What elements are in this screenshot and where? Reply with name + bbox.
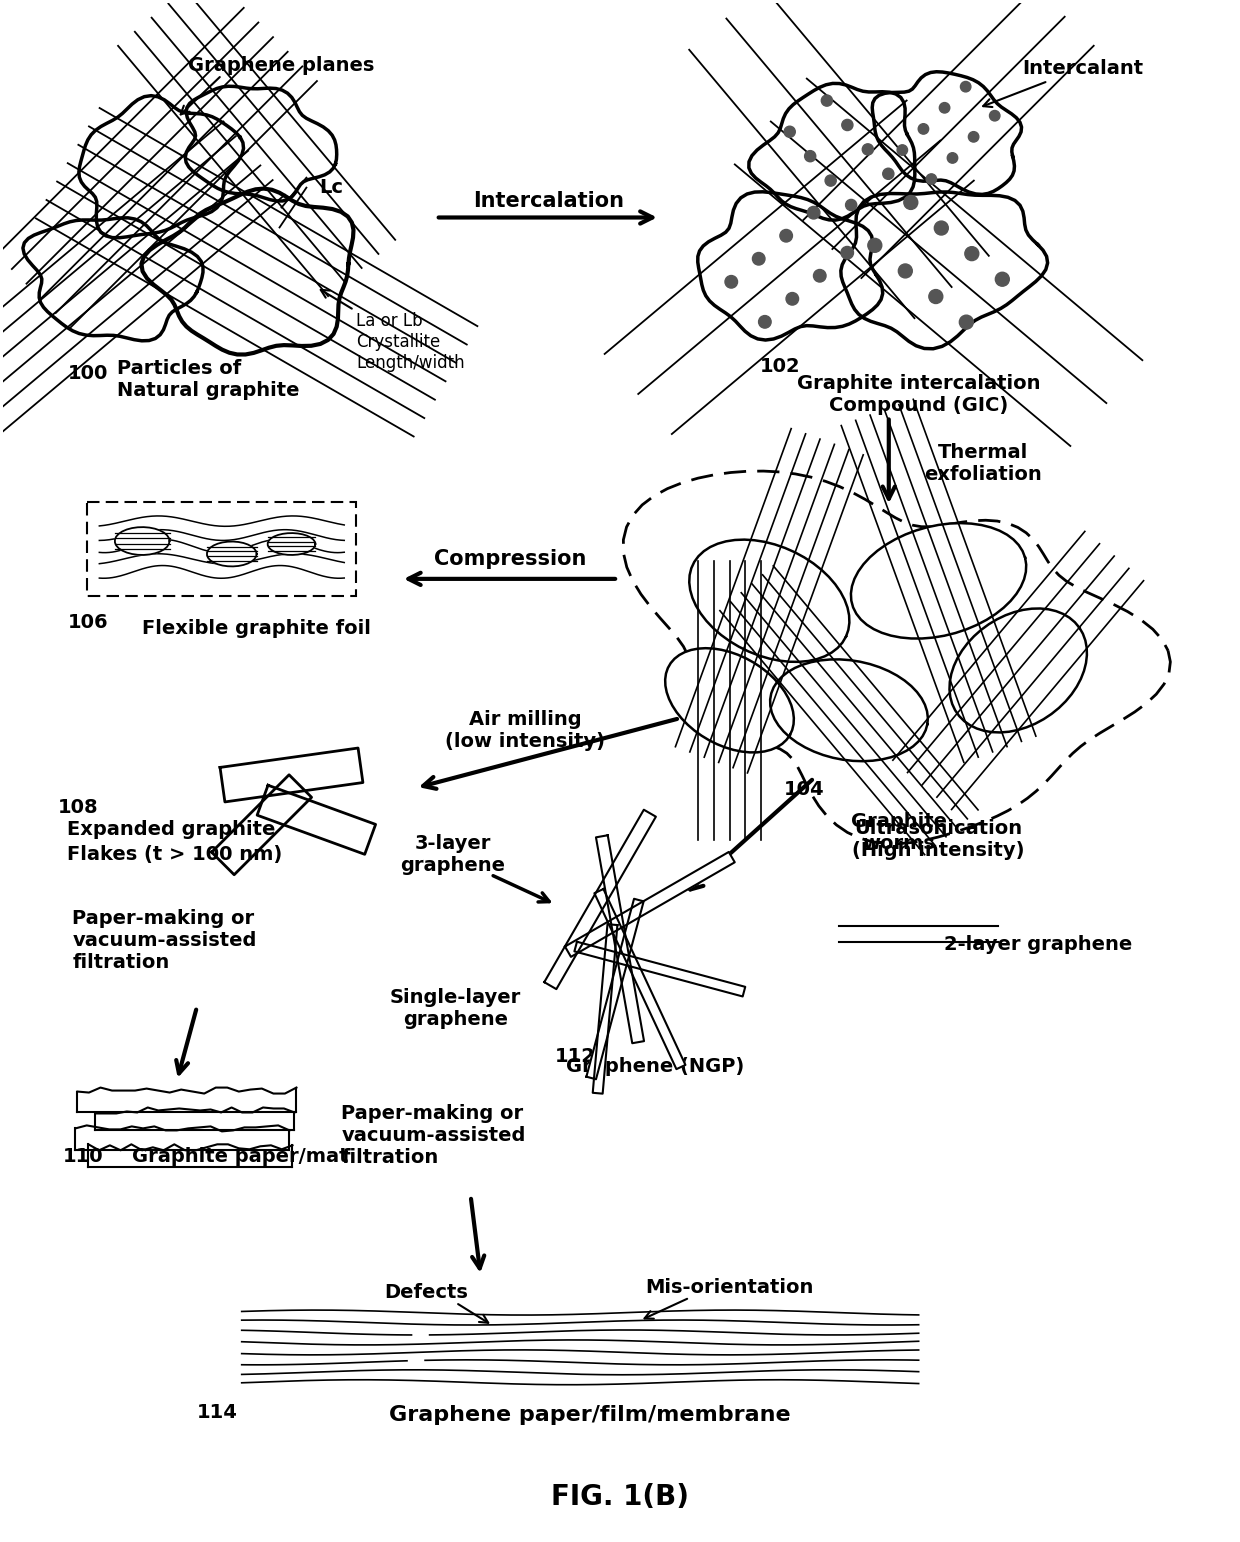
Text: La or Lb
Crystallite
Length/width: La or Lb Crystallite Length/width — [356, 311, 465, 372]
Circle shape — [898, 264, 913, 278]
Text: 100: 100 — [67, 364, 108, 384]
Circle shape — [753, 253, 765, 265]
Text: Graphite paper/mat: Graphite paper/mat — [133, 1147, 348, 1166]
Circle shape — [961, 82, 971, 93]
Polygon shape — [950, 609, 1087, 732]
Circle shape — [821, 96, 832, 106]
Circle shape — [862, 143, 873, 154]
Circle shape — [935, 221, 949, 234]
Circle shape — [786, 293, 799, 305]
Text: Graphite intercalation
Compound (GIC): Graphite intercalation Compound (GIC) — [797, 373, 1040, 415]
Polygon shape — [665, 648, 794, 752]
Text: 110: 110 — [62, 1147, 103, 1166]
Circle shape — [841, 247, 853, 259]
Text: Paper-making or
vacuum-assisted
filtration: Paper-making or vacuum-assisted filtrati… — [341, 1104, 526, 1166]
Text: 108: 108 — [57, 799, 98, 817]
Circle shape — [883, 168, 894, 179]
Text: Particles of
Natural graphite: Particles of Natural graphite — [118, 359, 300, 401]
Polygon shape — [544, 810, 656, 988]
Polygon shape — [565, 851, 735, 958]
Circle shape — [940, 103, 950, 113]
Text: Single-layer
graphene: Single-layer graphene — [391, 988, 521, 1030]
Circle shape — [965, 247, 978, 261]
Text: Flakes (t > 100 nm): Flakes (t > 100 nm) — [67, 845, 283, 864]
Polygon shape — [593, 924, 618, 1093]
Polygon shape — [219, 748, 363, 802]
Text: Graphene planes: Graphene planes — [188, 56, 374, 74]
Text: 104: 104 — [784, 780, 825, 799]
Polygon shape — [212, 774, 311, 874]
Circle shape — [784, 126, 795, 137]
Circle shape — [825, 174, 836, 187]
Circle shape — [947, 153, 957, 163]
Text: Mis-orientation: Mis-orientation — [645, 1278, 813, 1297]
Polygon shape — [587, 899, 644, 1079]
Circle shape — [780, 230, 792, 242]
Polygon shape — [594, 890, 686, 1069]
Polygon shape — [22, 217, 203, 341]
Text: Flexible graphite foil: Flexible graphite foil — [143, 620, 371, 638]
Text: Expanded graphite: Expanded graphite — [67, 820, 275, 839]
Text: Intercalation: Intercalation — [472, 191, 624, 211]
Polygon shape — [257, 785, 376, 854]
Circle shape — [904, 196, 918, 210]
Polygon shape — [770, 660, 928, 762]
Polygon shape — [596, 836, 644, 1044]
Text: Graphene paper/film/membrane: Graphene paper/film/membrane — [389, 1405, 791, 1425]
Polygon shape — [268, 534, 315, 555]
Text: 112: 112 — [556, 1047, 596, 1066]
Circle shape — [759, 316, 771, 328]
Text: Ultrasonication
(High intensity): Ultrasonication (High intensity) — [852, 819, 1024, 860]
Polygon shape — [185, 86, 337, 200]
Circle shape — [990, 111, 999, 120]
Polygon shape — [841, 191, 1048, 348]
Text: Intercalant: Intercalant — [1022, 59, 1143, 77]
Text: FIG. 1(B): FIG. 1(B) — [551, 1483, 689, 1511]
Circle shape — [960, 315, 973, 328]
Polygon shape — [88, 1144, 293, 1167]
Text: Air milling
(low intensity): Air milling (low intensity) — [445, 709, 605, 751]
Polygon shape — [76, 1126, 289, 1150]
Circle shape — [846, 199, 857, 211]
Polygon shape — [95, 1107, 294, 1130]
Polygon shape — [574, 942, 745, 996]
Polygon shape — [698, 191, 883, 341]
Polygon shape — [689, 540, 849, 662]
Circle shape — [996, 273, 1009, 287]
Circle shape — [842, 119, 853, 131]
Text: 2-layer graphene: 2-layer graphene — [944, 934, 1132, 953]
Circle shape — [968, 131, 978, 142]
Circle shape — [929, 290, 942, 304]
Text: Graphite
worms: Graphite worms — [851, 811, 947, 853]
Text: Defects: Defects — [384, 1283, 467, 1301]
Text: 106: 106 — [67, 614, 108, 632]
Bar — [87, 501, 356, 597]
Polygon shape — [141, 188, 353, 355]
Text: Lc: Lc — [319, 179, 343, 197]
Text: 114: 114 — [197, 1403, 238, 1422]
Circle shape — [868, 239, 882, 253]
Circle shape — [805, 151, 816, 162]
Text: 3-layer
graphene: 3-layer graphene — [401, 834, 505, 876]
Circle shape — [807, 207, 820, 219]
Text: Paper-making or
vacuum-assisted
filtration: Paper-making or vacuum-assisted filtrati… — [72, 910, 257, 973]
Circle shape — [918, 123, 929, 134]
Polygon shape — [624, 470, 1171, 843]
Circle shape — [897, 145, 908, 156]
Polygon shape — [77, 1087, 296, 1112]
Text: Thermal
exfoliation: Thermal exfoliation — [925, 443, 1043, 484]
Text: Compression: Compression — [434, 549, 587, 569]
Circle shape — [725, 276, 738, 288]
Polygon shape — [115, 527, 170, 555]
Polygon shape — [207, 541, 257, 566]
Polygon shape — [851, 523, 1027, 638]
Polygon shape — [79, 96, 243, 237]
Circle shape — [813, 270, 826, 282]
Text: 102: 102 — [759, 358, 800, 376]
Polygon shape — [749, 83, 915, 221]
Text: Graphene (NGP): Graphene (NGP) — [565, 1058, 744, 1076]
Circle shape — [926, 174, 936, 185]
Polygon shape — [872, 72, 1022, 194]
